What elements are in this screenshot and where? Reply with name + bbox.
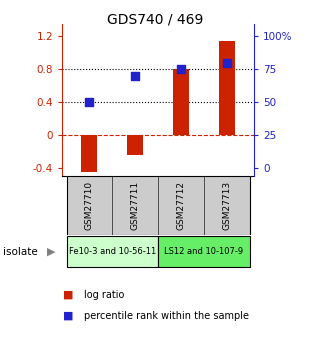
Bar <box>158 236 250 267</box>
Point <box>133 73 138 79</box>
Text: GSM27713: GSM27713 <box>222 181 231 230</box>
Text: ▶: ▶ <box>47 247 55 257</box>
Bar <box>158 176 204 235</box>
Text: ■: ■ <box>63 311 73 321</box>
Point <box>87 99 92 105</box>
Bar <box>173 69 189 135</box>
Text: Fe10-3 and 10-56-11: Fe10-3 and 10-56-11 <box>69 247 156 256</box>
Bar <box>82 135 97 172</box>
Text: GSM27711: GSM27711 <box>131 181 140 230</box>
Bar <box>219 41 235 135</box>
Bar <box>112 176 158 235</box>
Text: GSM27710: GSM27710 <box>85 181 94 230</box>
Bar <box>67 176 112 235</box>
Bar <box>67 236 158 267</box>
Point <box>179 67 184 72</box>
Point <box>224 60 229 66</box>
Bar <box>127 135 143 156</box>
Text: LS12 and 10-107-9: LS12 and 10-107-9 <box>164 247 243 256</box>
Bar <box>204 176 250 235</box>
Text: percentile rank within the sample: percentile rank within the sample <box>84 311 249 321</box>
Text: GSM27712: GSM27712 <box>176 181 185 230</box>
Text: ■: ■ <box>63 290 73 300</box>
Text: GDS740 / 469: GDS740 / 469 <box>107 12 203 26</box>
Text: isolate: isolate <box>3 247 38 257</box>
Text: log ratio: log ratio <box>84 290 124 300</box>
